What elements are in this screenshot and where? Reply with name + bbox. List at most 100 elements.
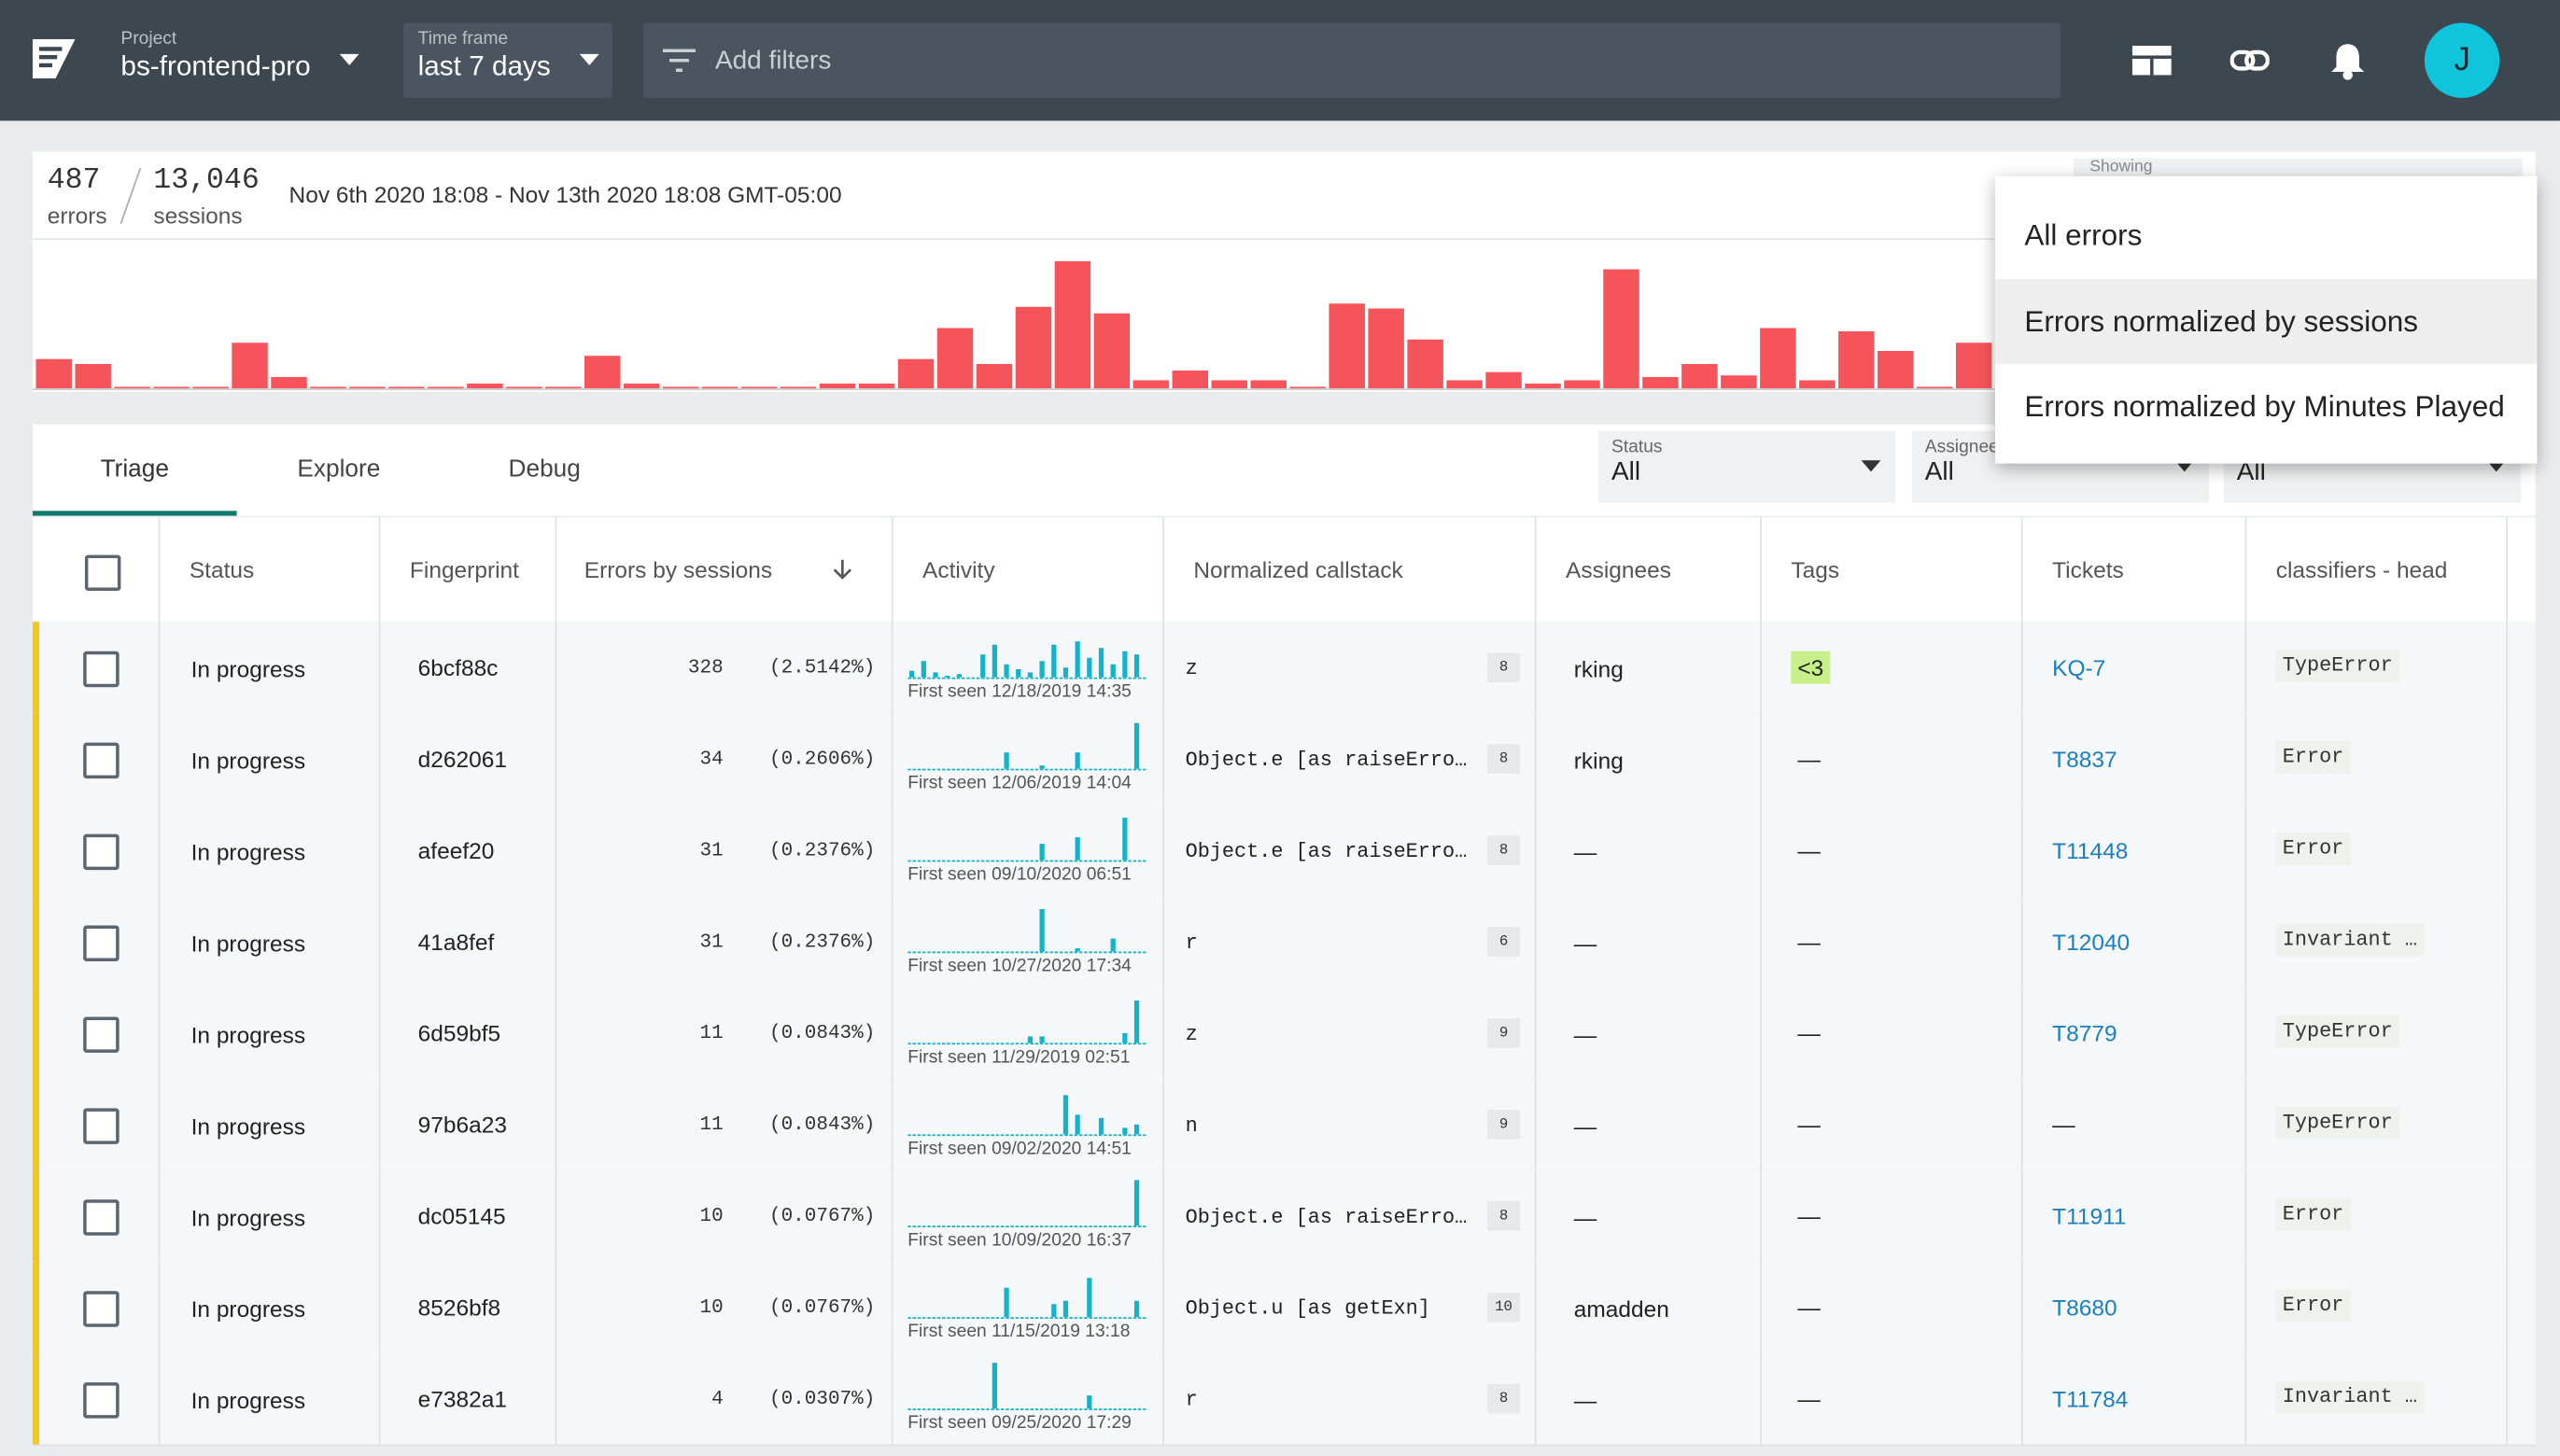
histogram-bar (1133, 380, 1169, 388)
row-checkbox[interactable] (83, 743, 119, 778)
table-row[interactable]: In progressafeef2031(0.2376%)First seen … (33, 805, 2536, 898)
column-divider (379, 1079, 381, 1170)
column-header[interactable]: Tags (1791, 556, 1839, 582)
fingerprint[interactable]: 6d59bf5 (418, 1020, 501, 1046)
column-header[interactable]: Activity (922, 556, 995, 582)
fingerprint[interactable]: 8526bf8 (418, 1295, 501, 1321)
select-all-checkbox[interactable] (85, 555, 120, 591)
tab[interactable]: Triage (33, 425, 237, 516)
column-divider (2021, 987, 2023, 1079)
table-row[interactable]: In progress6bcf88c328(2.5142%)First seen… (33, 622, 2536, 715)
column-divider (2021, 805, 2023, 896)
tag: — (1791, 1199, 1826, 1232)
column-divider (159, 713, 161, 805)
column-divider (1535, 896, 1537, 987)
fingerprint[interactable]: 41a8fef (418, 929, 495, 955)
ticket[interactable]: — (2052, 1112, 2075, 1138)
sparkline-bar (1004, 665, 1008, 678)
column-header[interactable]: Errors by sessions (584, 556, 772, 582)
table-row[interactable]: In progress6d59bf511(0.0843%)First seen … (33, 987, 2536, 1081)
ticket[interactable]: T11448 (2052, 837, 2128, 863)
row-checkbox[interactable] (83, 1291, 119, 1326)
tab[interactable]: Explore (237, 425, 442, 516)
bell-icon[interactable] (2329, 41, 2365, 80)
fingerprint[interactable]: 6bcf88c (418, 654, 499, 680)
sparkline-bar (1099, 1118, 1104, 1134)
sparkline-bar (921, 661, 926, 677)
sparkline-bar (1122, 1127, 1127, 1134)
ticket[interactable]: KQ-7 (2052, 654, 2105, 680)
status-stripe (33, 1262, 39, 1353)
histogram-bar (820, 384, 855, 388)
column-header[interactable]: classifiers - head (2276, 556, 2448, 582)
menu-item[interactable]: Errors normalized by Minutes Played (1995, 364, 2538, 449)
tag: — (1791, 1291, 1826, 1323)
assignee: — (1574, 931, 1596, 957)
table-row[interactable]: In progressd26206134(0.2606%)First seen … (33, 713, 2536, 806)
link-icon[interactable] (2230, 46, 2270, 75)
row-checkbox[interactable] (83, 1108, 119, 1143)
ticket[interactable]: T12040 (2052, 929, 2130, 955)
callstack-count: 9 (1487, 1018, 1520, 1047)
fingerprint[interactable]: afeef20 (418, 837, 495, 863)
status-stripe (33, 896, 39, 987)
error-percent: (0.2376%) (769, 931, 875, 953)
first-seen: First seen 10/27/2020 17:34 (907, 957, 1132, 976)
fingerprint[interactable]: d262061 (418, 746, 507, 772)
menu-item[interactable]: Errors normalized by sessions (1995, 278, 2538, 363)
layout-icon[interactable] (2132, 46, 2172, 75)
row-checkbox[interactable] (83, 926, 119, 961)
filter-bar[interactable] (643, 22, 2061, 97)
ticket[interactable]: T8837 (2052, 746, 2117, 772)
column-divider (2506, 622, 2508, 713)
avatar[interactable]: J (2425, 22, 2499, 97)
histogram-bar (1603, 270, 1639, 389)
classifier: Error (2276, 833, 2351, 865)
logo (29, 33, 77, 81)
sparkline-bar (1028, 1036, 1033, 1043)
project-select[interactable]: bs-frontend-pro (120, 50, 310, 83)
ticket[interactable]: T8680 (2052, 1295, 2117, 1321)
error-count: 31 (699, 931, 723, 953)
table-row[interactable]: In progress8526bf810(0.0767%)First seen … (33, 1262, 2536, 1355)
errors-count: 487 (48, 165, 101, 198)
tab[interactable]: Debug (443, 425, 647, 516)
sparkline-bar (1039, 765, 1044, 768)
table-row[interactable]: In progressdc0514510(0.0767%)First seen … (33, 1170, 2536, 1264)
sort-arrow[interactable] (831, 558, 853, 581)
ticket[interactable]: T8779 (2052, 1020, 2117, 1046)
status-stripe (33, 1353, 39, 1445)
fingerprint[interactable]: 97b6a23 (418, 1112, 507, 1138)
histogram-bar (741, 386, 777, 388)
histogram-bar (1212, 380, 1247, 388)
ticket[interactable]: T11784 (2052, 1386, 2128, 1412)
table-row[interactable]: In progresse7382a14(0.0307%)First seen 0… (33, 1353, 2536, 1447)
filter-select[interactable]: StatusAll (1598, 431, 1895, 503)
column-header[interactable]: Assignees (1566, 556, 1671, 582)
error-count: 31 (699, 839, 723, 861)
fingerprint[interactable]: e7382a1 (418, 1386, 507, 1412)
dropdown-icon-shape (1862, 460, 1881, 471)
column-divider (2506, 987, 2508, 1079)
table-row[interactable]: In progress97b6a2311(0.0843%)First seen … (33, 1079, 2536, 1172)
status: In progress (191, 839, 305, 865)
column-header[interactable]: Status (190, 556, 254, 582)
column-divider (159, 896, 161, 987)
row-checkbox[interactable] (83, 834, 119, 870)
fingerprint[interactable]: dc05145 (418, 1203, 506, 1229)
ticket[interactable]: T11911 (2052, 1203, 2126, 1229)
menu-item[interactable]: All errors (1995, 192, 2538, 277)
column-divider (379, 805, 381, 896)
column-header[interactable]: Tickets (2052, 556, 2124, 582)
column-divider (2506, 1170, 2508, 1262)
column-header[interactable]: Normalized callstack (1193, 556, 1402, 582)
column-divider (1535, 517, 1537, 622)
row-checkbox[interactable] (83, 1382, 119, 1418)
row-checkbox[interactable] (83, 1199, 119, 1235)
table-row[interactable]: In progress41a8fef31(0.2376%)First seen … (33, 896, 2536, 989)
column-header[interactable]: Fingerprint (410, 556, 519, 582)
row-checkbox[interactable] (83, 1016, 119, 1052)
row-checkbox[interactable] (83, 651, 119, 687)
column-divider (2506, 1262, 2508, 1353)
histogram-bar (1485, 372, 1521, 388)
